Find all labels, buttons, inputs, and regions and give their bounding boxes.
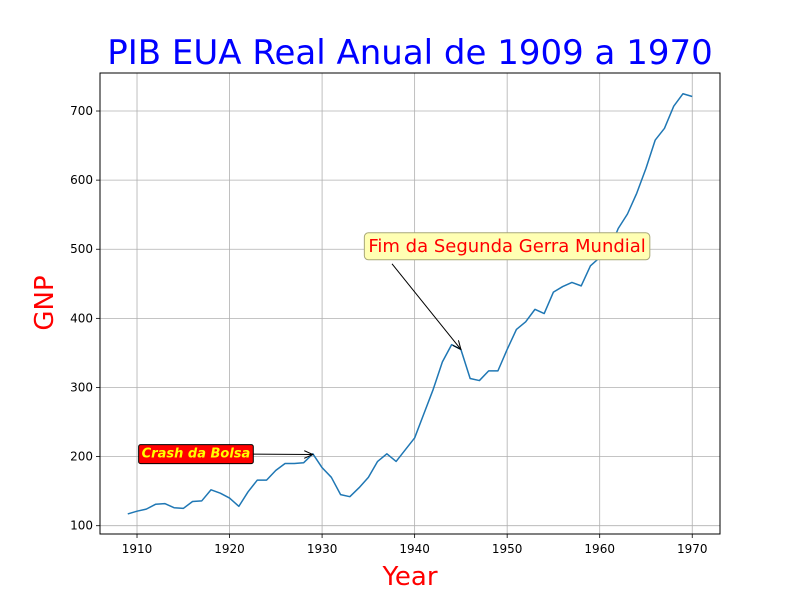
annotation-arrow [391, 263, 461, 350]
x-tick-label: 1920 [214, 542, 245, 556]
x-tick-label: 1930 [307, 542, 338, 556]
x-tick-label: 1910 [122, 542, 153, 556]
y-tick-label: 400 [70, 311, 93, 325]
y-tick-label: 700 [70, 104, 93, 118]
annotation-crash-da-bolsa: Crash da Bolsa [138, 444, 313, 465]
annotation-fim-segunda-guerra: Fim da Segunda Gerra Mundial [363, 232, 651, 350]
chart-title: PIB EUA Real Anual de 1909 a 1970 [107, 33, 712, 73]
y-tick-label: 500 [70, 242, 93, 256]
x-axis-title: Year [381, 562, 437, 592]
x-tick-label: 1940 [399, 542, 430, 556]
plot-frame [99, 72, 721, 535]
annotation-layer: Crash da Bolsa Fim da Segunda Gerra Mundi… [138, 232, 651, 465]
y-tick-label: 100 [70, 519, 93, 533]
x-tick-label: 1960 [584, 542, 615, 556]
annotation-text: Fim da Segunda Gerra Mundial [368, 236, 645, 257]
x-tick-label: 1950 [492, 542, 523, 556]
y-tick-label: 300 [70, 380, 93, 394]
annotation-text: Crash da Bolsa [142, 447, 251, 462]
y-axis-title: GNP [30, 275, 60, 330]
grid-lines [100, 73, 720, 534]
axis-ticks: 1910 1920 1930 1940 1950 1960 1970 100 200 300 400… [70, 104, 707, 556]
y-tick-label: 600 [70, 173, 93, 187]
x-tick-label: 1970 [677, 542, 708, 556]
annotation-box [363, 232, 651, 261]
y-tick-label: 200 [70, 450, 93, 464]
